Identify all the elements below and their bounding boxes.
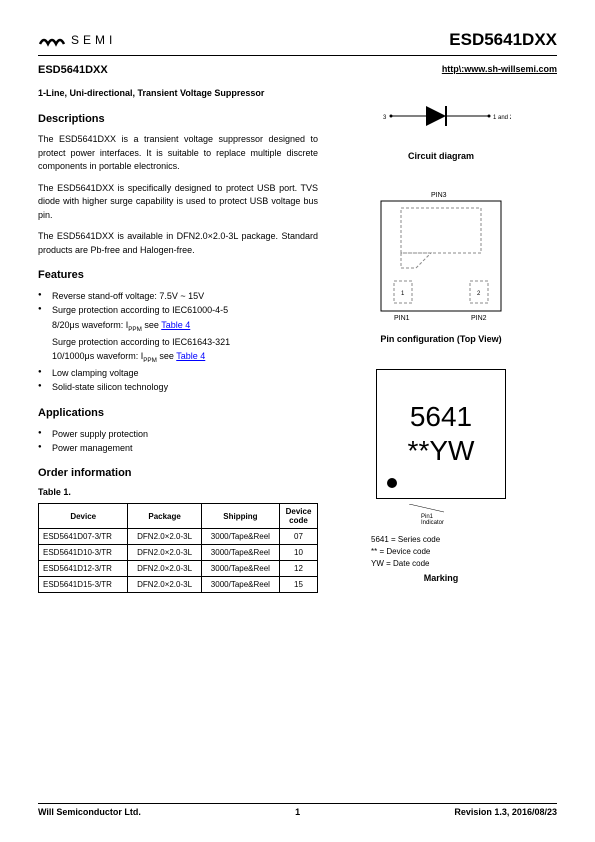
table-cell: 3000/Tape&Reel <box>201 577 279 593</box>
table-cell: ESD5641D12-3/TR <box>39 561 128 577</box>
feature-item: Low clamping voltage <box>38 366 318 380</box>
marking-legend: 5641 = Series code** = Device codeYW = D… <box>371 534 546 570</box>
table-cell: 07 <box>280 529 318 545</box>
feature-item: Solid-state silicon technology <box>38 380 318 394</box>
pin1-indicator-dot <box>387 478 397 488</box>
footer-page: 1 <box>295 807 300 817</box>
svg-text:2: 2 <box>477 291 481 297</box>
table-cell: DFN2.0×2.0-3L <box>128 545 201 561</box>
subtitle-row: ESD5641DXX http\:www.sh-willsemi.com <box>38 64 557 76</box>
circuit-pin-right: 1 and 2 <box>493 115 511 121</box>
table-cell: 12 <box>280 561 318 577</box>
logo: SEMI <box>38 30 116 50</box>
circuit-diagram: 3 1 and 2 <box>336 88 546 143</box>
footer-rule <box>38 803 557 804</box>
table-caption: Table 1. <box>38 487 318 497</box>
header-rule <box>38 55 557 56</box>
description-para: The ESD5641DXX is available in DFN2.0×2.… <box>38 230 318 257</box>
marking-caption: Marking <box>336 573 546 583</box>
product-subtitle: 1-Line, Uni-directional, Transient Volta… <box>38 88 318 98</box>
pin-configuration: 1 2 PIN3 PIN1 PIN2 <box>336 186 546 326</box>
table-cell: 3000/Tape&Reel <box>201 529 279 545</box>
table-cell: DFN2.0×2.0-3L <box>128 561 201 577</box>
marking-line1: 5641 <box>410 400 472 434</box>
legend-line: ** = Device code <box>371 546 546 558</box>
circuit-caption: Circuit diagram <box>336 151 546 161</box>
description-para: The ESD5641DXX is specifically designed … <box>38 182 318 223</box>
table-header: Package <box>128 504 201 529</box>
product-name: ESD5641DXX <box>38 64 108 76</box>
table-link[interactable]: Table 4 <box>161 320 190 330</box>
table-header: Devicecode <box>280 504 318 529</box>
marking-line2: **YW <box>408 434 475 468</box>
table-header: Device <box>39 504 128 529</box>
svg-text:1: 1 <box>401 291 405 297</box>
table-row: ESD5641D12-3/TRDFN2.0×2.0-3L3000/Tape&Re… <box>39 561 318 577</box>
table-cell: 15 <box>280 577 318 593</box>
table-header: Shipping <box>201 504 279 529</box>
feature-item: Surge protection according to IEC61000-4… <box>38 303 318 317</box>
table-cell: 3000/Tape&Reel <box>201 545 279 561</box>
logo-text: SEMI <box>71 33 116 47</box>
table-cell: 3000/Tape&Reel <box>201 561 279 577</box>
table-row: ESD5641D15-3/TRDFN2.0×2.0-3L3000/Tape&Re… <box>39 577 318 593</box>
page-footer: Will Semiconductor Ltd. 1 Revision 1.3, … <box>38 803 557 817</box>
left-column: 1-Line, Uni-directional, Transient Volta… <box>38 88 318 593</box>
application-item: Power management <box>38 441 318 455</box>
table-cell: 10 <box>280 545 318 561</box>
order-info-heading: Order information <box>38 467 318 479</box>
feature-item: Reverse stand-off voltage: 7.5V ~ 15V <box>38 289 318 303</box>
footer-company: Will Semiconductor Ltd. <box>38 807 141 817</box>
marking-box: 5641 **YW <box>376 369 506 499</box>
features-heading: Features <box>38 269 318 281</box>
svg-text:PIN1: PIN1 <box>394 315 410 322</box>
table-row: ESD5641D07-3/TRDFN2.0×2.0-3L3000/Tape&Re… <box>39 529 318 545</box>
feature-item: 10/1000μs waveform: IPPM see Table 4 <box>38 349 318 366</box>
pin-caption: Pin configuration (Top View) <box>336 334 546 344</box>
feature-item: 8/20μs waveform: IPPM see Table 4 <box>38 318 318 335</box>
application-item: Power supply protection <box>38 427 318 441</box>
table-row: ESD5641D10-3/TRDFN2.0×2.0-3L3000/Tape&Re… <box>39 545 318 561</box>
table-cell: ESD5641D15-3/TR <box>39 577 128 593</box>
circuit-pin-left: 3 <box>383 115 387 121</box>
footer-revision: Revision 1.3, 2016/08/23 <box>454 807 557 817</box>
website-url[interactable]: http\:www.sh-willsemi.com <box>442 64 557 76</box>
applications-list: Power supply protectionPower management <box>38 427 318 456</box>
description-para: The ESD5641DXX is a transient voltage su… <box>38 133 318 174</box>
pin1-indicator-label: Pin1Indicator <box>421 514 546 526</box>
order-table: DevicePackageShippingDevicecodeESD5641D0… <box>38 503 318 593</box>
logo-icon <box>38 30 68 50</box>
table-link[interactable]: Table 4 <box>176 351 205 361</box>
table-cell: ESD5641D10-3/TR <box>39 545 128 561</box>
descriptions-heading: Descriptions <box>38 113 318 125</box>
legend-line: 5641 = Series code <box>371 534 546 546</box>
svg-text:PIN2: PIN2 <box>471 315 487 322</box>
svg-text:PIN3: PIN3 <box>431 192 447 199</box>
table-cell: DFN2.0×2.0-3L <box>128 529 201 545</box>
legend-line: YW = Date code <box>371 558 546 570</box>
table-cell: DFN2.0×2.0-3L <box>128 577 201 593</box>
right-column: 3 1 and 2 Circuit diagram 1 2 PIN3 PIN1 … <box>336 88 546 593</box>
feature-item: Surge protection according to IEC61643-3… <box>38 335 318 349</box>
applications-heading: Applications <box>38 407 318 419</box>
page-header: SEMI ESD5641DXX <box>38 30 557 50</box>
table-cell: ESD5641D07-3/TR <box>39 529 128 545</box>
part-number: ESD5641DXX <box>449 30 557 50</box>
content: 1-Line, Uni-directional, Transient Volta… <box>38 88 557 593</box>
features-list: Reverse stand-off voltage: 7.5V ~ 15VSur… <box>38 289 318 395</box>
